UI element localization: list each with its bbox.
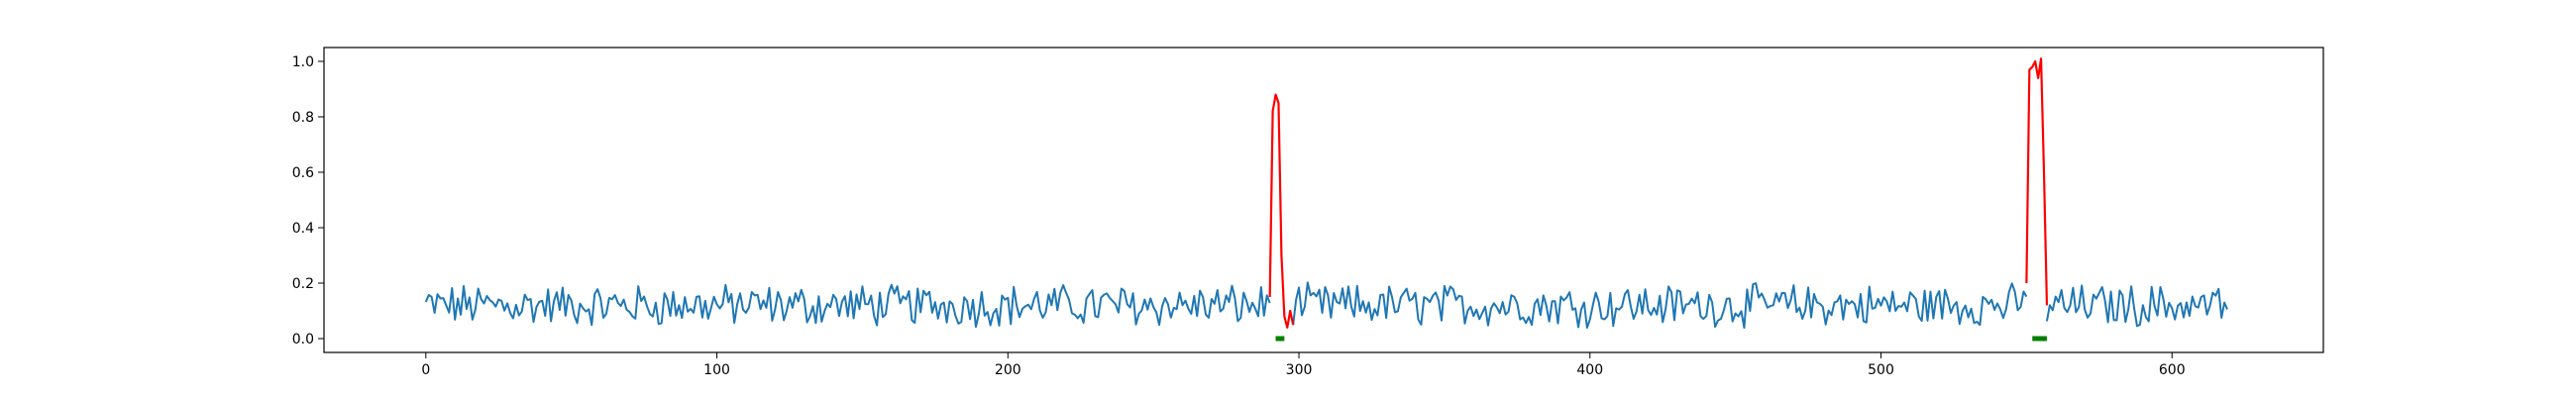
y-tick-label-0: 0.0 — [292, 332, 314, 347]
y-tick-label-2: 0.4 — [292, 221, 314, 237]
x-tick-label-6: 600 — [2159, 362, 2186, 378]
anomaly-series-line-1 — [2025, 57, 2049, 306]
baseline-series-line-0 — [424, 283, 1271, 329]
ticks-layer: 0 100 200 300 400 500 600 0.0 0.2 0.4 0.6 0.8 1.0 — [292, 54, 2186, 378]
y-tick-label-3: 0.6 — [292, 165, 314, 181]
x-tick-label-2: 200 — [995, 362, 1021, 378]
x-tick-label-0: 0 — [421, 362, 430, 378]
x-tick-label-1: 100 — [703, 362, 730, 378]
y-tick-label-4: 0.8 — [292, 110, 314, 126]
baseline-series-line-1 — [1292, 281, 2028, 330]
anomaly-series-line-0 — [1268, 93, 1295, 329]
y-tick-label-1: 0.2 — [292, 276, 314, 292]
plot-frame — [323, 47, 2324, 353]
series-layer — [424, 57, 2228, 342]
x-tick-label-3: 300 — [1286, 362, 1313, 378]
baseline-series-line-2 — [2045, 284, 2228, 328]
x-tick-label-5: 500 — [1868, 362, 1894, 378]
y-tick-label-5: 1.0 — [292, 54, 314, 70]
x-tick-label-4: 400 — [1576, 362, 1603, 378]
